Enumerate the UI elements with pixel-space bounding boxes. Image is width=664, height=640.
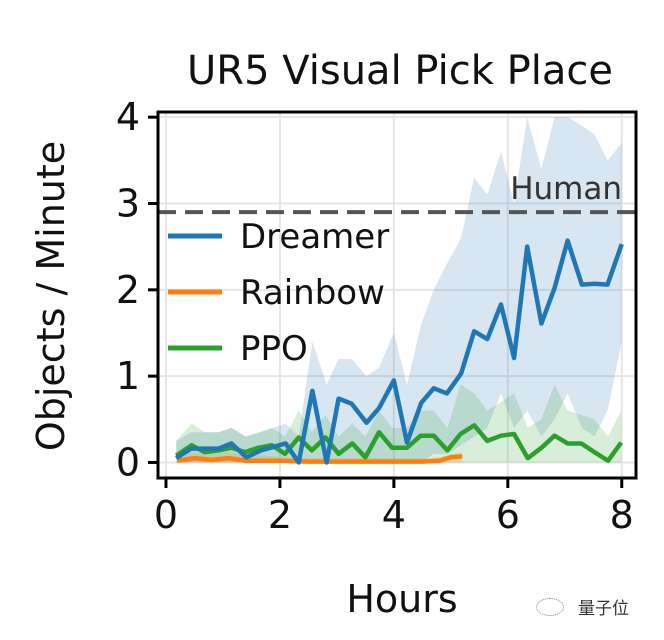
- y-tick-label: 0: [116, 440, 140, 484]
- y-tick-label: 1: [116, 354, 140, 398]
- x-tick-label: 0: [154, 493, 178, 537]
- y-tick-label: 4: [116, 95, 140, 139]
- y-axis-label: Objects / Minute: [29, 141, 73, 451]
- line-dreamer: [175, 238, 624, 465]
- plot-frame: [156, 110, 638, 480]
- watermark-text: 量子位: [578, 599, 629, 619]
- chart-title: UR5 Visual Pick Place: [187, 48, 613, 94]
- watermark-logo-icon: [536, 597, 564, 616]
- y-tick-label: 2: [116, 268, 140, 312]
- legend: Dreamer Rainbow PPO: [168, 217, 389, 369]
- legend-label-dreamer: Dreamer: [240, 217, 389, 257]
- x-axis-label: Hours: [346, 577, 457, 621]
- x-tick-label: 4: [382, 493, 406, 537]
- band-dreamer: [176, 117, 622, 463]
- axis-ticks: 0 2 4 6 8 0 1 2 3 4: [116, 95, 634, 537]
- line-ppo: [174, 423, 624, 463]
- watermark: 量子位: [536, 594, 629, 619]
- legend-label-ppo: PPO: [240, 329, 308, 369]
- y-tick-label: 3: [116, 182, 140, 226]
- human-label: Human: [510, 171, 622, 207]
- x-tick-label: 8: [610, 493, 634, 537]
- legend-label-rainbow: Rainbow: [240, 273, 385, 313]
- x-tick-label: 2: [268, 493, 292, 537]
- human-reference: Human: [158, 171, 636, 215]
- series-lines: [174, 238, 624, 465]
- x-tick-label: 6: [496, 493, 520, 537]
